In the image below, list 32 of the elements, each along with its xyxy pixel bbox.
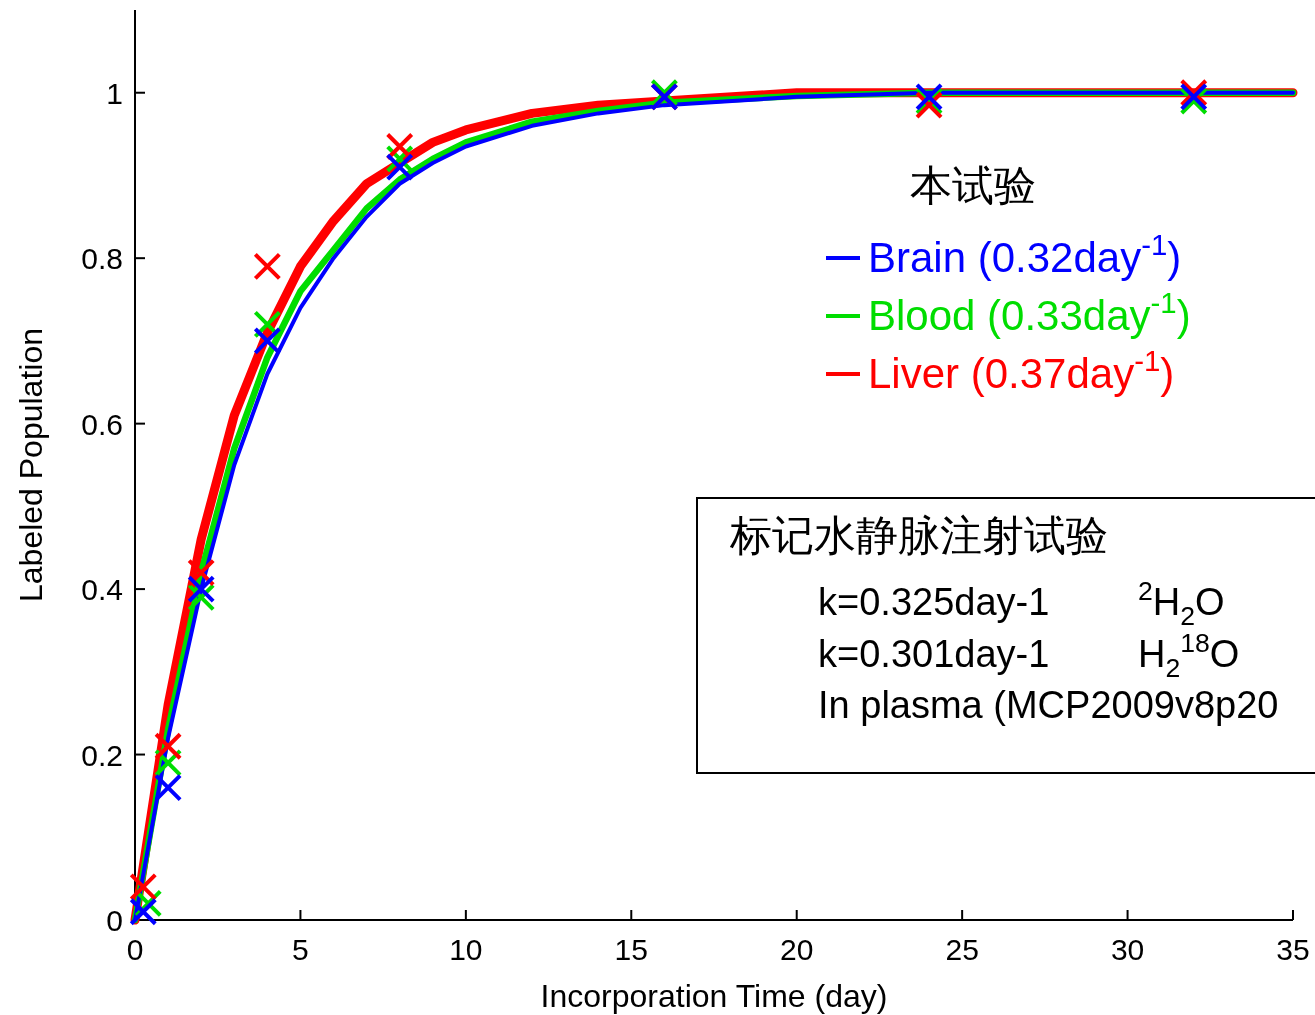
y-tick-label: 0.4: [81, 573, 123, 607]
x-tick-label: 0: [126, 933, 144, 966]
y-tick-label: 0.8: [81, 242, 123, 276]
y-tick-label: 0: [106, 904, 123, 937]
y-tick-label: 0.2: [81, 738, 123, 772]
x-tick-label: 10: [449, 933, 483, 966]
x-tick-label: 25: [945, 933, 979, 966]
point: [385, 153, 414, 182]
y-tick-label: 1: [106, 76, 123, 110]
point: [915, 82, 944, 111]
legend-title: 本试验: [910, 162, 1036, 209]
annotation: k=0.301day-1: [818, 633, 1050, 675]
x-axis-title: Incorporation Time (day): [540, 978, 888, 1014]
legend-label: Blood (0.33day$^{-1}$): [868, 286, 1191, 339]
y-tick-label: 0.6: [81, 407, 123, 441]
point: [129, 897, 158, 926]
legend-label: Brain (0.32day$^{-1}$): [868, 228, 1182, 281]
x-tick-label: 5: [292, 933, 309, 966]
point: [154, 773, 183, 802]
point: [154, 732, 183, 761]
point: [253, 326, 282, 355]
point: [129, 872, 158, 901]
legend-label: Liver (0.37day$^{-1}$): [868, 344, 1175, 397]
annotation: In plasma (MCP2009v8p20: [818, 684, 1279, 726]
x-tick-label: 20: [780, 933, 814, 966]
x-tick-label: 30: [1110, 933, 1145, 966]
y-axis-title: Labeled Population: [13, 327, 49, 603]
annotation: 标记水静脉注射试验: [729, 512, 1108, 559]
x-tick-label: 35: [1276, 933, 1310, 966]
point: [253, 252, 282, 281]
x-tick-label: 15: [614, 933, 648, 966]
annotation: k=0.325day-1: [818, 581, 1050, 623]
